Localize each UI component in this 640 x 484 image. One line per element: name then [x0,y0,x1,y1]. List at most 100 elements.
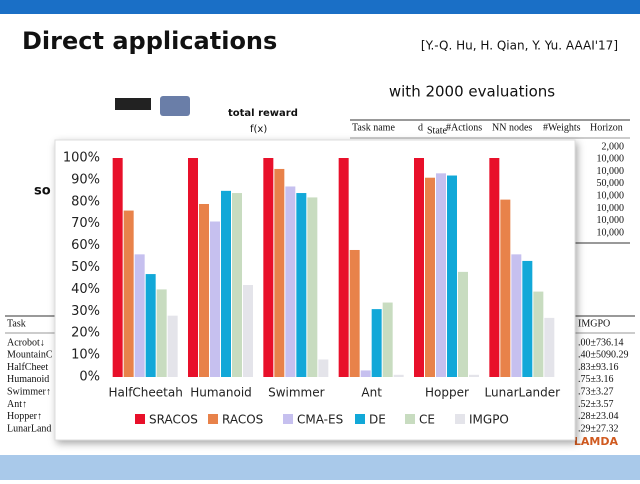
game-icon [115,98,151,110]
table-header: NN nodes [492,122,532,133]
y-tick-label: 10% [71,348,100,363]
legend-swatch [135,414,145,424]
y-tick-label: 50% [71,260,100,275]
legend-label: CE [419,413,435,427]
bar [425,177,435,377]
table-header: Horizon [590,122,623,133]
y-tick-label: 80% [71,194,100,209]
table-cell: Acrobot↓ [7,337,45,348]
bar [447,175,457,377]
table-header: #Weights [543,122,581,133]
y-tick-label: 20% [71,326,100,341]
diagram-label: so [34,184,51,199]
bar [307,197,318,377]
bar [167,315,178,377]
legend-swatch [455,414,465,424]
legend-label: SRACOS [149,413,198,427]
table-cell: .52±3.57 [578,399,614,410]
bar [382,302,393,377]
table-cell: 2,000 [602,141,625,152]
bar [145,274,156,377]
table-cell: 10,000 [597,190,625,201]
table-cell: .75±3.16 [578,374,614,385]
y-tick-label: 40% [71,282,100,297]
table-header: d [418,122,423,133]
bar [458,271,468,377]
subtitle: with 2000 evaluations [389,83,555,101]
bar [274,168,285,377]
bar [318,359,329,377]
bottom-band [0,455,640,480]
bar [134,254,145,377]
table-header: IMGPO [578,318,610,329]
table-cell: Hopper↑ [7,411,42,422]
y-tick-label: 100% [63,151,100,166]
bar [414,158,424,377]
citation: [Y.-Q. Hu, H. Qian, Y. Yu. AAAI'17] [421,39,618,53]
table-cell: 10,000 [597,166,625,177]
bar [349,249,360,377]
table-cell: 10,000 [597,203,625,214]
y-tick-label: 90% [71,172,100,187]
bar [232,193,242,377]
bar [243,285,253,377]
table-cell: .83±93.16 [578,362,619,373]
y-tick-label: 60% [71,238,100,253]
bar [123,210,134,377]
table-cell: 50,000 [597,178,625,189]
chart: 0% 10% 20% 30% 40% 50% 60% 70% 80% 90% 100% HalfChe… [63,151,560,427]
bar [285,186,296,377]
bar [393,374,404,377]
bar [436,173,446,377]
y-tick-label: 70% [71,216,100,231]
x-tick-label: Ant [361,386,382,400]
table-cell: Humanoid [7,374,49,385]
y-tick-label: 0% [79,370,100,385]
table-cell: 10,000 [597,227,625,238]
x-tick-label: HalfCheetah [108,386,182,400]
bar [544,317,555,377]
bar [533,291,544,377]
table-cell: .00±736.14 [578,337,624,348]
table-cell: .28±23.04 [578,411,619,422]
bar [500,199,511,377]
logo: LAMDA [574,435,619,448]
bar [371,309,382,377]
bar [296,193,307,377]
table-cell: Ant↑ [7,399,27,410]
legend-swatch [355,414,365,424]
bar [221,190,231,377]
bar [469,374,479,377]
top-band [0,0,640,14]
table-cell: MountainC [7,350,53,361]
screen-icon [160,96,190,116]
diagram-label: f(x) [250,124,267,135]
legend-swatch [283,414,293,424]
bar [338,158,349,377]
legend-swatch [208,414,218,424]
table-cell: .73±3.27 [578,386,614,397]
table-cell: LunarLand [7,423,51,434]
table-cell: Swimmer↑ [7,386,51,397]
bar [360,370,371,377]
bar [112,158,123,377]
table-cell: 10,000 [597,215,625,226]
table-header: Task name [352,122,395,133]
legend-label: CMA-ES [297,413,343,427]
legend-swatch [405,414,415,424]
legend-label: IMGPO [469,413,509,427]
bar [156,289,167,377]
x-tick-label: Hopper [425,386,469,400]
bar [511,254,522,377]
y-tick-label: 30% [71,304,100,319]
table-cell: 10,000 [597,154,625,165]
x-tick-label: Humanoid [190,386,252,400]
slide-title: Direct applications [22,27,277,55]
x-tick-label: Swimmer [268,386,325,400]
table-header: Task [7,318,26,329]
legend-label: RACOS [222,413,263,427]
table-header: State [427,125,448,136]
bar [210,221,220,377]
